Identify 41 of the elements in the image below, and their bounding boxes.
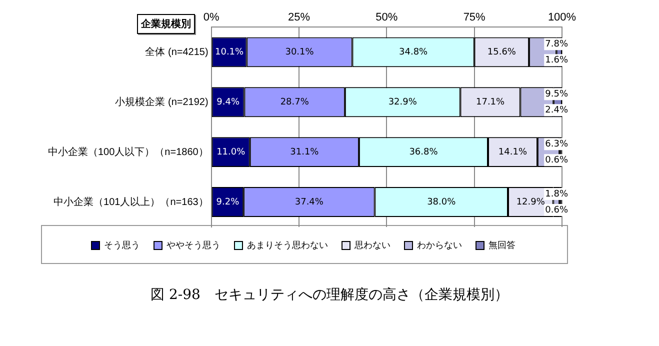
- data-label: 9.5%: [545, 89, 568, 100]
- x-tick-label: 75%: [463, 12, 486, 24]
- legend-label: あまりそう思わない: [247, 240, 328, 250]
- data-label: 37.4%: [294, 197, 324, 208]
- data-label: 12.9%: [516, 197, 546, 208]
- data-label: 14.1%: [498, 147, 528, 158]
- x-tick-label: 100%: [548, 12, 576, 24]
- legend-label: 無回答: [488, 240, 516, 250]
- data-label: 38.0%: [427, 197, 456, 208]
- data-label: 1.6%: [545, 56, 568, 66]
- data-label: 28.7%: [280, 97, 310, 108]
- data-label: 9.2%: [216, 197, 240, 208]
- data-label: 10.1%: [214, 48, 244, 58]
- data-label: 15.6%: [487, 48, 516, 58]
- text: 企業規模別: [137, 14, 195, 34]
- legend-label: ややそう思う: [166, 240, 220, 250]
- data-label: 1.8%: [545, 189, 568, 200]
- data-label: 34.8%: [399, 48, 428, 58]
- data-label: 11.0%: [216, 147, 246, 158]
- data-label: 9.4%: [216, 97, 240, 108]
- data-label: 2.4%: [545, 105, 568, 116]
- text: 図 2-98 セキュリティへの理解度の高さ（企業規模別）: [150, 286, 510, 304]
- data-label: 32.9%: [388, 97, 418, 108]
- data-label: 0.6%: [545, 155, 568, 166]
- legend-label: わからない: [417, 240, 462, 250]
- y-tick-label: 中小企業（101人以上）（n=163）: [54, 196, 208, 208]
- y-tick-label: 中小企業（100人以下）（n=1860）: [48, 146, 208, 158]
- data-label: 7.8%: [545, 40, 568, 50]
- y-tick-label: 全体 (n=4215): [145, 46, 208, 58]
- y-tick-label: 小規模企業 (n=2192): [115, 96, 208, 108]
- legend-label: 思わない: [354, 240, 390, 250]
- x-tick-label: 25%: [288, 12, 310, 24]
- data-label: 31.1%: [290, 147, 320, 158]
- data-label: 0.6%: [545, 205, 568, 216]
- data-label: 17.1%: [476, 97, 506, 108]
- legend-label: そう思う: [104, 240, 140, 250]
- x-tick-label: 0%: [203, 12, 220, 24]
- data-label: 6.3%: [545, 139, 568, 150]
- x-tick-label: 50%: [376, 12, 398, 24]
- data-label: 30.1%: [285, 48, 314, 58]
- data-label: 36.8%: [409, 147, 438, 158]
